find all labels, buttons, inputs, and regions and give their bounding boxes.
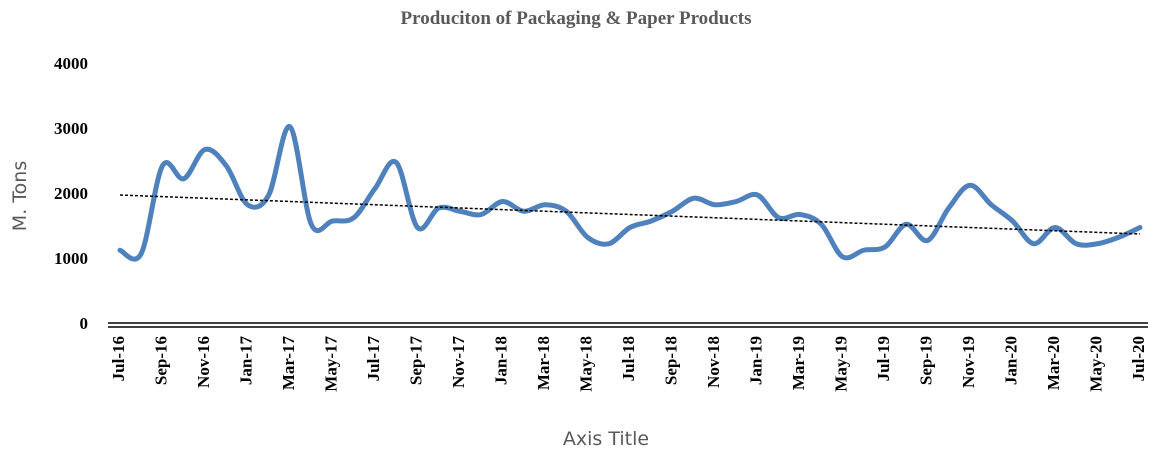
x-tick-label: Nov-17 [449,336,468,388]
x-tick-label: Nov-16 [194,336,213,388]
x-tick-label: Mar-18 [534,336,553,390]
x-tick-label: May-19 [831,336,850,392]
x-tick-label: Jul-20 [1129,336,1148,381]
x-tick-label: Jul-17 [364,336,383,382]
x-tick-label: Mar-20 [1044,336,1063,390]
x-tick-label: Mar-17 [279,336,298,391]
chart-title: Produciton of Packaging & Paper Products [401,8,752,29]
x-tick-label: Jul-18 [619,336,638,381]
line-series [117,124,1143,262]
y-tick-label: 4000 [54,54,88,73]
x-tick-label: Jan-17 [236,336,255,386]
y-axis-title: M. Tons [9,161,31,231]
x-tick-label: Nov-19 [959,336,978,388]
y-tick-label: 1000 [54,249,88,268]
x-axis-title: Axis Title [563,428,649,450]
x-tick-label: Sep-19 [916,336,935,385]
x-tick-label: May-17 [321,336,340,392]
x-tick-label: May-18 [576,336,595,392]
x-tick-label: Nov-18 [704,336,723,388]
x-tick-label: Sep-16 [151,336,170,385]
x-tick-label: Sep-18 [661,336,680,385]
y-tick-label: 3000 [54,119,88,138]
x-tick-label: Mar-19 [789,336,808,390]
trendline [119,194,1141,235]
x-tick-label: Jan-20 [1001,336,1020,385]
x-tick-label: Jan-19 [746,336,765,385]
x-tick-label: Jan-18 [491,336,510,385]
y-tick-label: 2000 [54,184,88,203]
x-tick-label: Jul-16 [109,336,128,381]
x-tick-label: Sep-17 [406,336,425,386]
x-tick-label: Jul-19 [874,336,893,381]
y-tick-label: 0 [80,314,89,333]
x-tick-label: May-20 [1086,336,1105,392]
